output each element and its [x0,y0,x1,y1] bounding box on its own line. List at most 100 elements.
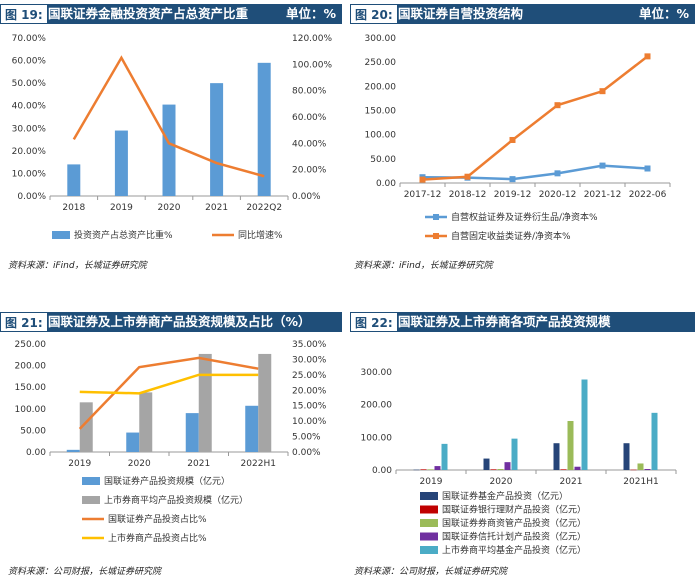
bar [651,412,658,470]
chart-svg-22: 0.00 100.00 200.00 300.00 2019 2020 2021 2021H1… [361,368,677,556]
bar [630,469,637,471]
chart-unit: 单位：% [285,6,336,21]
bar [66,449,80,452]
bar [126,432,140,452]
chart-title: 国联证券及上市券商各项产品投资规模 [398,314,611,329]
x-tick-label: 2019 [110,203,133,213]
bar [434,466,441,470]
y2-tick-label: 100.00% [292,60,332,70]
y-tick-label: 100.00 [365,131,397,141]
legend-label: 自营固定收益类证券/净资本% [451,230,571,242]
bar [427,469,434,470]
legend-label: 自营权益证券及证券衍生品/净资本% [451,211,598,223]
y2-tick-label: 60.00% [292,113,327,123]
data-point [644,165,651,172]
chart-panel-22: 图 22: 国联证券及上市券商各项产品投资规模 0.00 100.00 200.00… [350,308,700,580]
y2-tick-label: 80.00% [292,87,327,97]
y2-tick-label: 15.00% [292,402,327,412]
chart-title: 国联证券自营投资结构 [398,6,524,21]
data-point [599,162,606,169]
data-point [509,136,516,143]
bar [114,130,128,196]
y-tick-label: 300.00 [361,368,393,378]
bar [497,469,504,470]
y-tick-label: 50.00 [20,426,46,436]
bar [79,402,93,452]
y-tick-label: 100.00 [361,433,393,443]
y-tick-label: 250.00 [15,340,47,350]
y-tick-label: 70.00% [12,34,47,44]
data-point [554,102,561,109]
chart-header-19: 图 19: 国联证券金融投资资产占总资产比重 单位：% [0,4,342,24]
y-tick-label: 200.00 [15,362,47,372]
chart-panel-20: 图 20: 国联证券自营投资结构 单位：% 0.00 50.00 100.00 150… [350,0,700,275]
bar [553,443,560,470]
x-tick-label: 2018 [62,203,85,213]
chart-source: 资料来源：iFind，长城证券研究院 [8,261,147,271]
bar [644,469,651,470]
chart-title: 国联证券金融投资资产占总资产比重 [48,6,249,21]
chart-header-22: 图 22: 国联证券及上市券商各项产品投资规模 [350,312,695,332]
legend-swatch [420,532,438,541]
line-series [78,356,259,430]
x-tick-label: 2021-12 [584,190,622,200]
bar [567,421,574,470]
legend-label: 国联证券产品投资规模（亿元） [104,475,230,487]
y2-tick-label: 5.00% [292,433,321,443]
legend-label: 投资资产占总资产比重% [74,229,173,241]
chart-source: 资料来源：iFind，长城证券研究院 [354,261,493,271]
bar [67,164,81,196]
chart-source: 资料来源：公司财报，长城证券研究院 [354,567,508,577]
x-tick-label: 2022H1 [241,459,276,469]
bar [490,469,497,470]
legend-swatch [420,546,438,554]
figure-number: 图 22: [350,312,398,332]
x-tick-label: 2020-12 [539,190,577,200]
x-tick-label: 2021H1 [623,477,658,487]
figure-number: 图 20: [350,4,398,24]
legend-marker [433,214,439,220]
y-tick-label: 40.00% [12,102,47,112]
chart-svg-19: 0.00% 10.00% 20.00% 30.00% 40.00% 50.00% 60.00… [12,34,333,241]
y2-tick-label: 20.00% [292,166,327,176]
figure-number: 图 21: [0,312,48,332]
bar [210,83,224,196]
line-series [422,55,649,181]
legend-swatch [82,477,100,485]
y-tick-label: 300.00 [365,34,397,44]
legend-swatch [52,231,70,239]
chart-unit: 单位：% [638,6,689,21]
y2-tick-label: 25.00% [292,371,327,381]
y-tick-label: 200.00 [361,401,393,411]
y-tick-label: 20.00% [12,147,47,157]
y-tick-label: 0.00 [372,466,392,476]
y-tick-label: 150.00 [365,107,397,117]
bar [560,469,567,470]
bar [637,463,644,470]
y2-tick-label: 30.00% [292,355,327,365]
chart-svg-21: 0.00 50.00 100.00 150.00 200.00 250.00 0.00% 5.… [15,340,327,544]
data-point [554,170,561,177]
x-tick-label: 2021 [560,477,583,487]
bar [504,462,511,470]
bar [511,438,518,470]
x-tick-label: 2019 [68,459,91,469]
bar [420,469,427,470]
legend-label: 上市券商平均基金产品投资（亿元） [442,544,586,556]
data-point [509,176,516,183]
x-tick-label: 2020 [490,477,513,487]
bar [581,379,588,470]
legend-swatch [82,496,100,504]
legend-label: 国联证券券商资管产品投资（亿元） [442,517,586,529]
y-tick-label: 60.00% [12,57,47,67]
data-point [599,88,606,95]
legend-label: 国联证券银行理财产品投资（亿元） [442,504,586,516]
x-tick-label: 2017-12 [404,190,442,200]
bar [162,104,176,196]
chart-panel-21: 图 21: 国联证券及上市券商产品投资规模及占比（%） 0.00 50.00 100… [0,308,345,580]
data-point [464,173,471,180]
y-tick-label: 0.00 [376,179,396,189]
bar [245,405,259,452]
x-tick-label: 2022Q2 [246,203,282,213]
chart-panel-19: 图 19: 国联证券金融投资资产占总资产比重 单位：% 0.00% 10.00% 2… [0,0,345,275]
